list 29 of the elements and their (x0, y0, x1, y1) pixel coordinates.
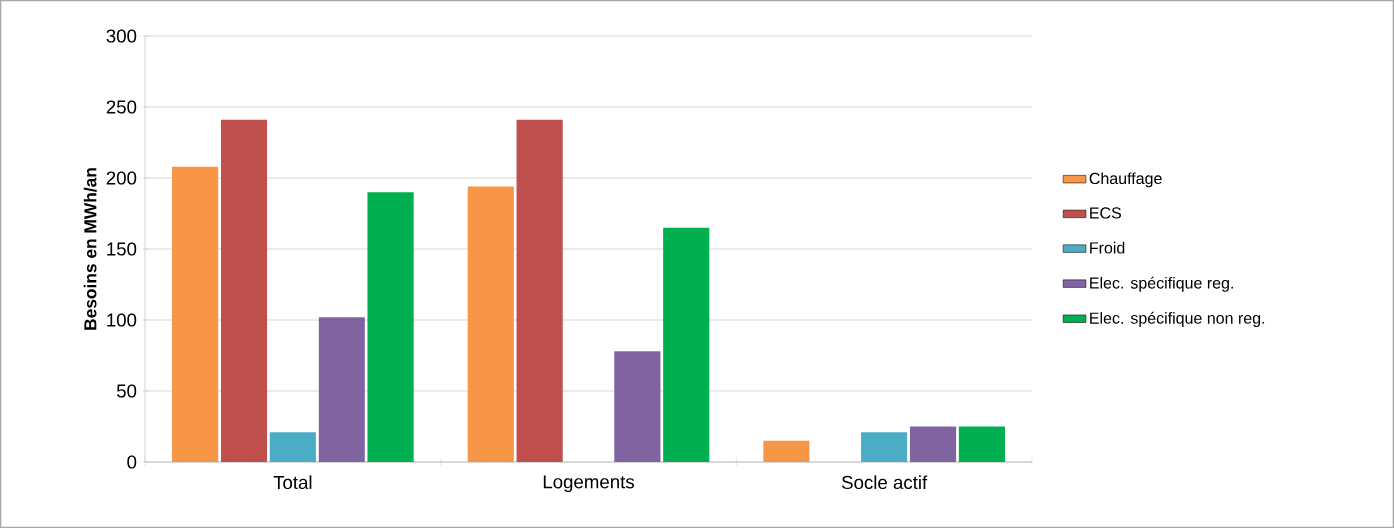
x-tick-label: Total (273, 475, 312, 490)
y-axis-title: Besoins en MWh/an (83, 168, 97, 330)
bar (909, 426, 957, 462)
legend-label: Elec. spécifique reg. (1090, 276, 1233, 292)
bar (763, 440, 810, 462)
bar (269, 432, 316, 462)
bar (467, 186, 514, 462)
x-tick-label: Socle actif (841, 475, 928, 490)
bar (861, 432, 908, 462)
y-tick-label: 0 (127, 455, 137, 469)
y-tick-label: 200 (106, 171, 137, 185)
y-tick-label: 50 (116, 384, 137, 398)
bar (614, 351, 661, 462)
bar (318, 317, 365, 462)
bar (172, 166, 219, 462)
y-tick-label: 250 (106, 100, 137, 114)
x-tick-label: Logements (543, 475, 634, 493)
bar (516, 119, 563, 462)
bar (958, 426, 1006, 462)
legend-label: Froid (1090, 241, 1125, 254)
legend-label: Chauffage (1089, 172, 1162, 188)
bar (663, 227, 710, 462)
y-tick-label: 150 (107, 242, 137, 256)
bar (367, 192, 414, 462)
y-tick-label: 300 (106, 29, 137, 43)
y-tick-label: 100 (107, 313, 137, 327)
legend-label: Elec. spécifique non reg. (1090, 311, 1265, 327)
bar (220, 119, 268, 462)
legend-label: ECS (1090, 207, 1122, 219)
